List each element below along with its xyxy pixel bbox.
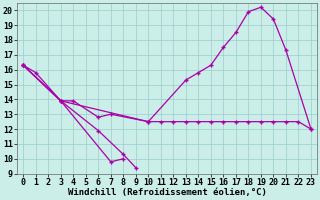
X-axis label: Windchill (Refroidissement éolien,°C): Windchill (Refroidissement éolien,°C)	[68, 188, 267, 197]
